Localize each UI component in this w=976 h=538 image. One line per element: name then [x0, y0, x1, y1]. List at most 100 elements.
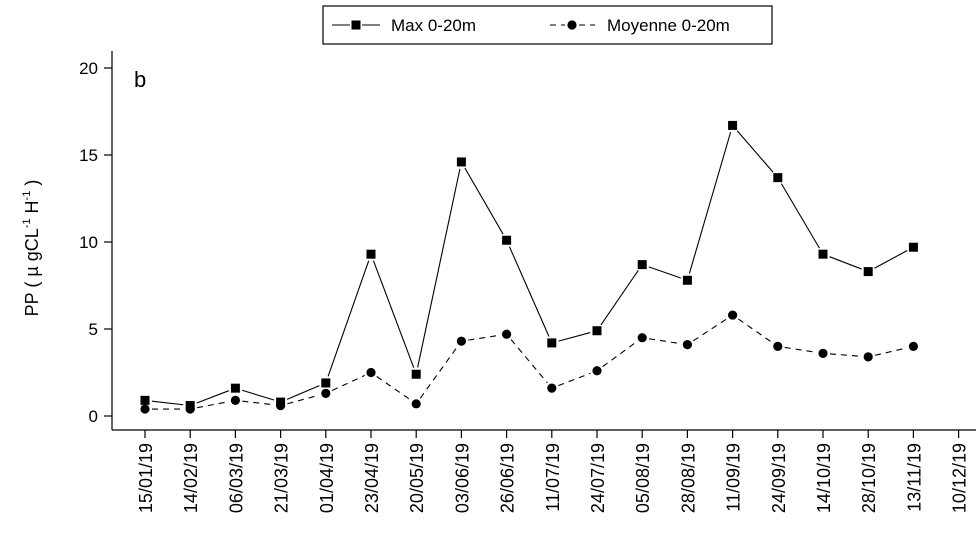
- x-tick-label: 10/12/19: [950, 443, 970, 513]
- data-point-square: [230, 383, 240, 393]
- data-point-square: [411, 369, 421, 379]
- data-point-square: [366, 249, 376, 259]
- series-segment: [464, 167, 504, 235]
- legend-label: Moyenne 0-20m: [607, 16, 730, 35]
- x-tick-label: 05/08/19: [633, 443, 653, 513]
- data-point-square: [502, 235, 512, 245]
- data-point-circle: [773, 341, 783, 351]
- series-segment: [692, 318, 728, 342]
- x-tick-label: 11/07/19: [543, 443, 563, 512]
- x-tick-label: 24/09/19: [769, 443, 789, 513]
- y-label-unit-g: gCL: [22, 228, 42, 266]
- x-tick-label: 06/03/19: [226, 443, 246, 513]
- data-point-square: [773, 173, 783, 183]
- series-2: [140, 310, 919, 414]
- series-segment: [829, 256, 862, 270]
- data-point-circle: [547, 383, 557, 393]
- x-tick-label: 21/03/19: [272, 443, 292, 513]
- x-tick-label: 03/06/19: [452, 443, 472, 513]
- x-tick-label: 28/10/19: [859, 443, 879, 513]
- series-segment: [558, 372, 591, 387]
- data-point-circle: [728, 310, 738, 320]
- legend: Max 0-20m Moyenne 0-20m: [322, 5, 773, 45]
- data-point-circle: [456, 336, 466, 346]
- data-point-square: [637, 260, 647, 270]
- series-segment: [874, 347, 907, 356]
- y-tick-label: 10: [79, 233, 98, 252]
- series-segment: [331, 374, 365, 391]
- y-label-prefix: PP (: [22, 277, 42, 317]
- y-axis-label: PP ( µ gCL-1 H-1 ): [21, 180, 42, 317]
- x-tick-label: 01/04/19: [317, 443, 337, 513]
- x-tick-label: 13/11/19: [904, 443, 924, 512]
- series-segment: [286, 385, 320, 400]
- x-tick-label: 26/06/19: [498, 443, 518, 513]
- series-segment: [241, 389, 275, 401]
- x-tick-label: 23/04/19: [362, 443, 382, 513]
- data-point-square: [592, 326, 602, 336]
- data-point-circle: [863, 352, 873, 362]
- y-label-suffix: ): [22, 180, 42, 191]
- series-segment: [151, 400, 184, 406]
- y-tick-label: 5: [89, 320, 98, 339]
- series-segment: [242, 400, 274, 406]
- y-tick-label: 0: [89, 407, 98, 426]
- x-tick-label: 11/09/19: [724, 443, 744, 512]
- data-point-square: [321, 378, 331, 388]
- series-segment: [600, 270, 639, 326]
- data-point-circle: [637, 333, 647, 343]
- series-segment: [468, 334, 500, 341]
- x-tick-label: 14/02/19: [181, 443, 201, 513]
- series-segment: [784, 346, 817, 353]
- series-segment: [736, 130, 774, 173]
- data-point-circle: [502, 329, 512, 339]
- series-segment: [648, 266, 681, 279]
- series-segment: [688, 131, 732, 274]
- y-label-unit-h: H: [22, 200, 42, 218]
- series-segment: [372, 260, 415, 368]
- data-point-square: [682, 275, 692, 285]
- data-point-circle: [592, 366, 602, 376]
- data-point-circle: [230, 395, 240, 405]
- series-segment: [417, 168, 461, 368]
- x-tick-label: 20/05/19: [407, 443, 427, 513]
- series-segment: [327, 260, 370, 377]
- series-segment: [510, 339, 548, 384]
- data-point-circle: [276, 400, 286, 411]
- x-tick-label: 28/08/19: [678, 443, 698, 513]
- legend-item-2: Moyenne 0-20m: [550, 16, 730, 35]
- data-point-square: [728, 120, 738, 130]
- legend-label: Max 0-20m: [391, 16, 476, 35]
- series-segment: [829, 353, 862, 357]
- legend-box: [322, 5, 773, 45]
- data-point-square: [863, 267, 873, 277]
- series-segment: [419, 346, 458, 399]
- legend-item-1: Max 0-20m: [332, 16, 476, 35]
- data-point-circle: [682, 340, 693, 350]
- y-label-mu: µ: [22, 266, 42, 276]
- series-1: [140, 120, 918, 411]
- series-segment: [508, 246, 550, 337]
- series-segment: [780, 183, 820, 249]
- data-point-square: [908, 242, 918, 252]
- data-point-square: [456, 157, 466, 167]
- series-segment: [874, 250, 908, 269]
- series-segment: [738, 318, 773, 343]
- data-point-circle: [185, 404, 195, 414]
- data-point-square: [547, 338, 557, 348]
- data-point-circle: [908, 341, 919, 351]
- series-segment: [558, 332, 591, 342]
- x-tick-label: 14/10/19: [814, 443, 834, 513]
- panel-label: b: [134, 67, 146, 92]
- y-label-sup2: -1: [21, 191, 33, 201]
- legend-marker-square: [351, 20, 361, 30]
- axes: 0 5 10 15 20 15/01/19 14/02/19 06/03/19 21/03/19…: [79, 51, 976, 513]
- data-point-circle: [321, 388, 331, 398]
- series-segment: [196, 401, 229, 409]
- data-point-circle: [366, 367, 376, 378]
- series-segment: [649, 338, 681, 345]
- y-tick-label: 15: [79, 146, 98, 165]
- y-tick-label: 20: [79, 59, 98, 78]
- legend-marker-circle: [567, 20, 577, 30]
